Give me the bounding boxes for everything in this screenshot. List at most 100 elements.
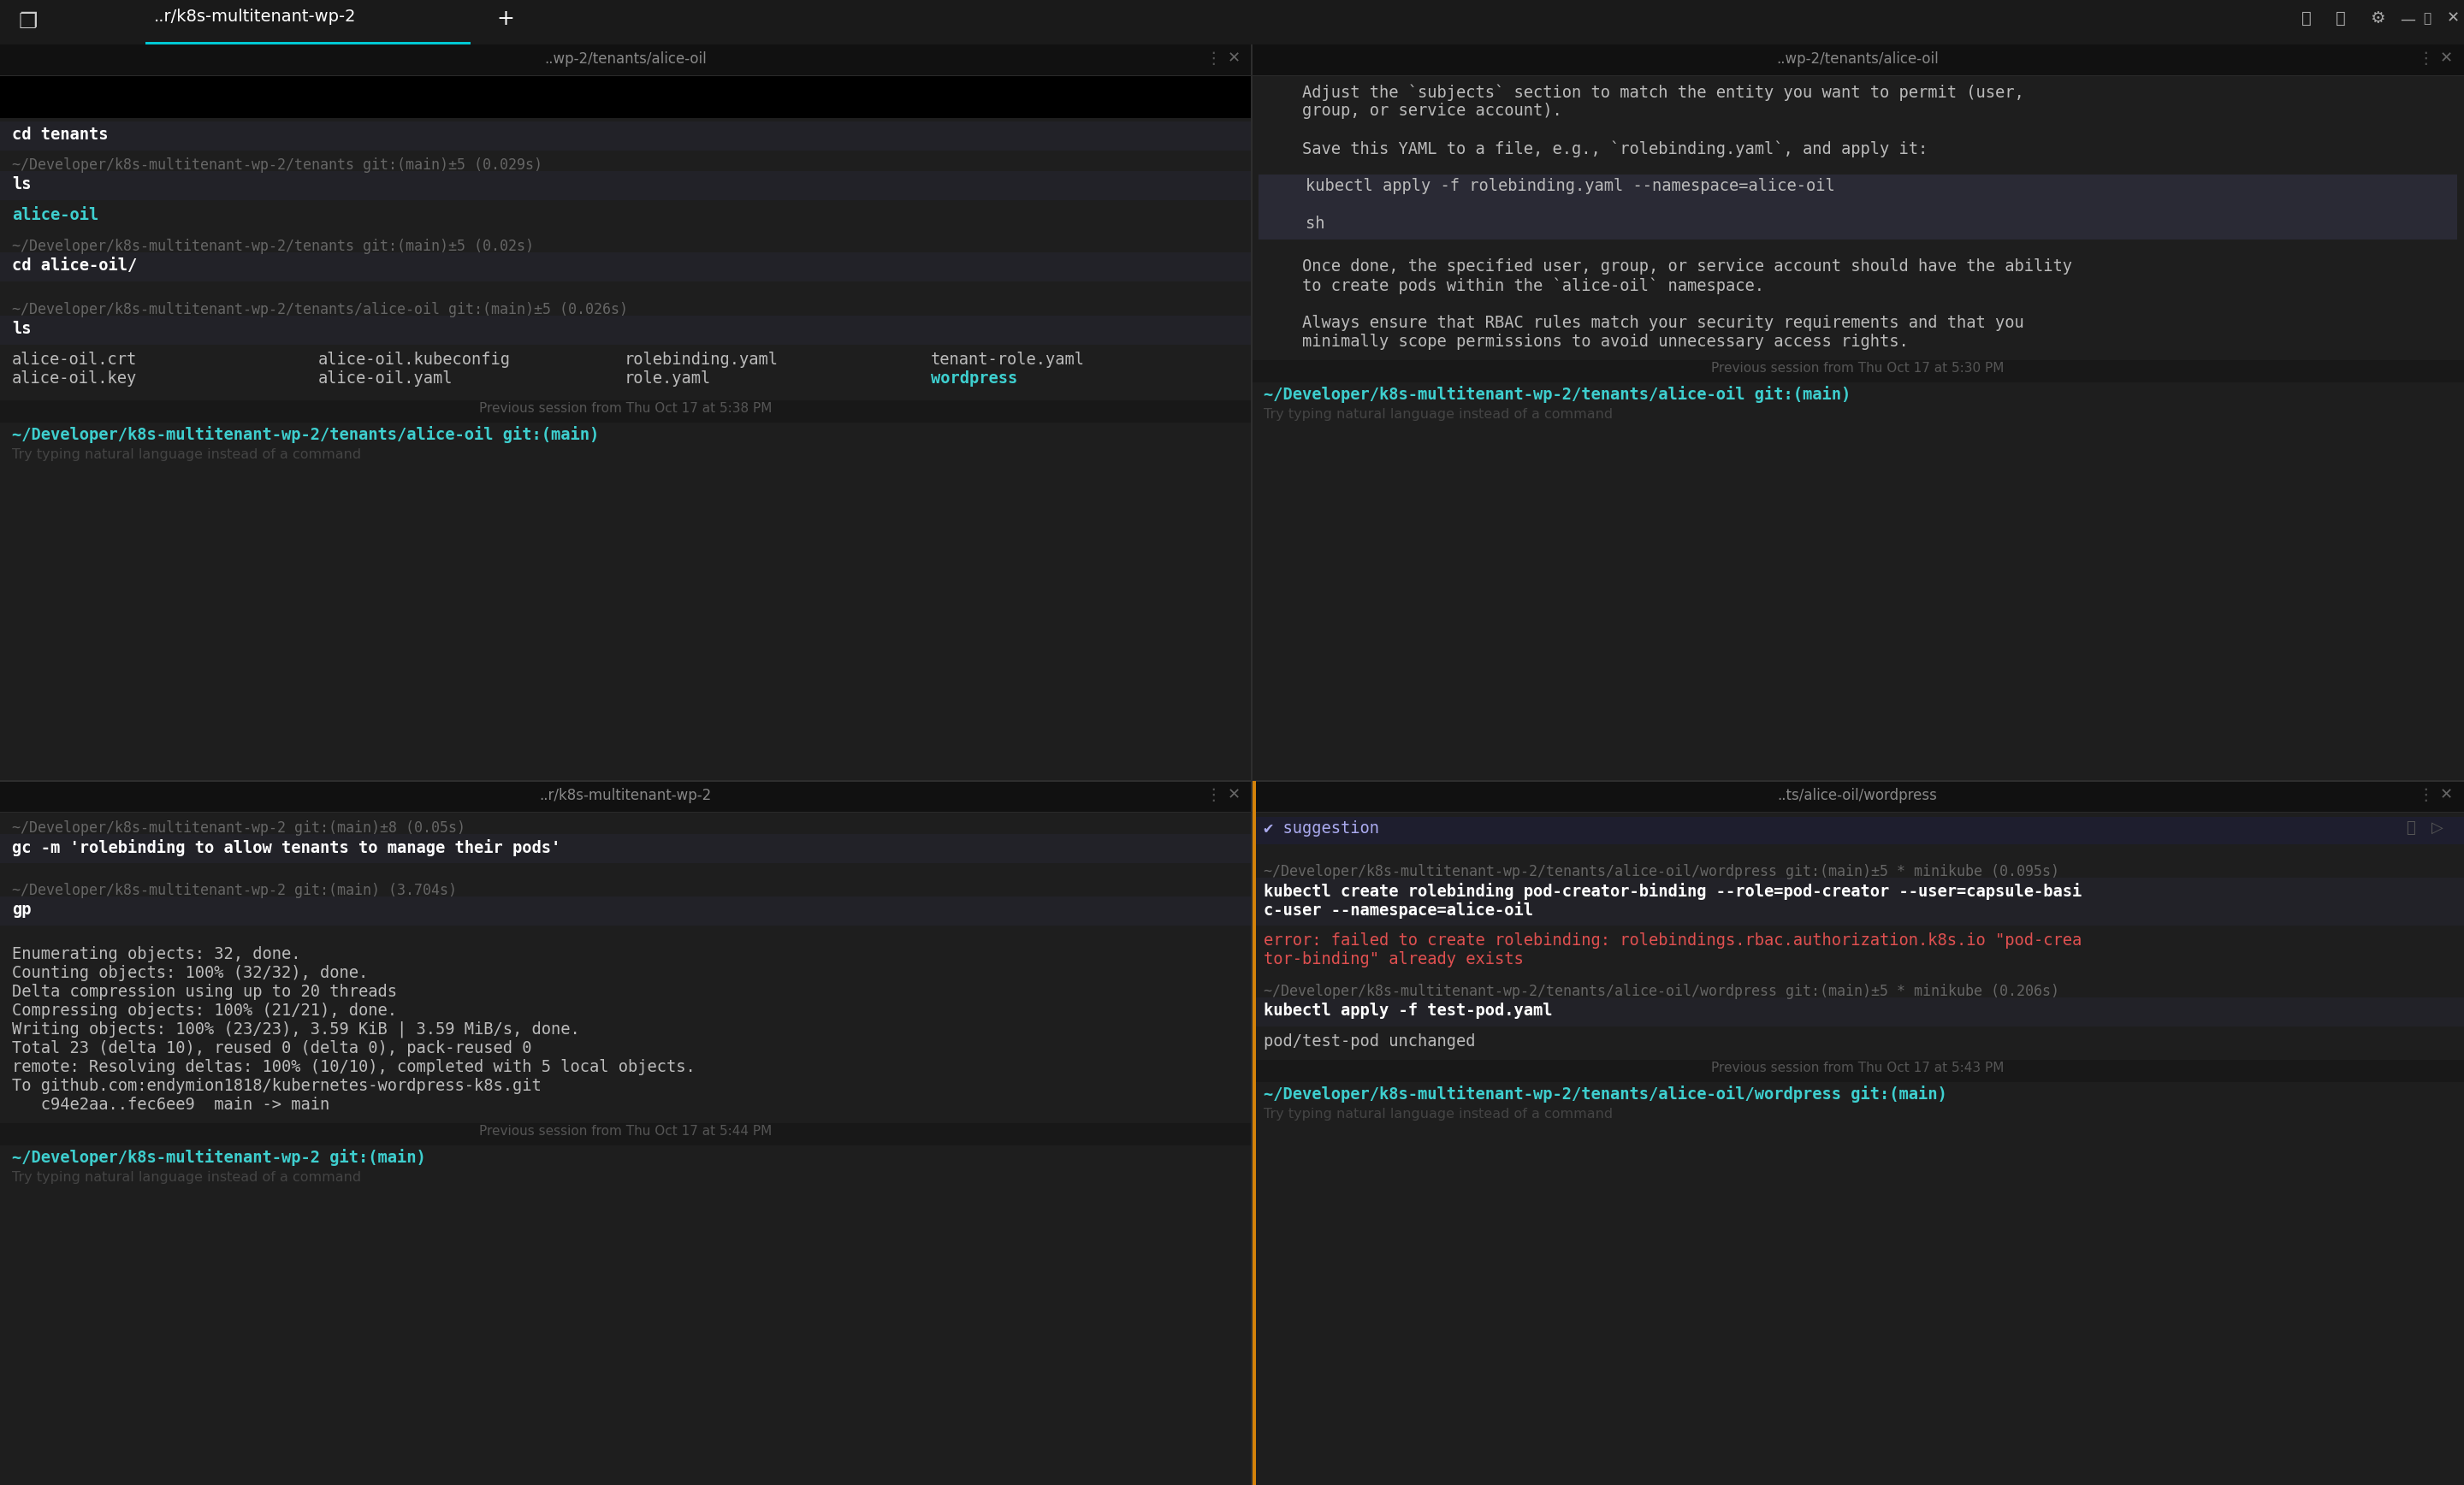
Text: Delta compression using up to 20 threads: Delta compression using up to 20 threads [12,983,397,999]
Text: Try typing natural language instead of a command: Try typing natural language instead of a… [1264,1108,1614,1120]
Text: Counting objects: 100% (32/32), done.: Counting objects: 100% (32/32), done. [12,965,367,982]
Bar [0,76,1252,117]
Bar [0,45,1252,781]
Bar [1252,45,2464,76]
Bar [1259,175,2457,239]
Text: Once done, the specified user, group, or service account should have the ability: Once done, the specified user, group, or… [1264,258,2072,275]
Text: ~/Developer/k8s-multitenant-wp-2/tenants/alice-oil git:(main)±5 (0.026s): ~/Developer/k8s-multitenant-wp-2/tenants… [12,301,628,318]
Text: Save this YAML to a file, e.g., `rolebinding.yaml`, and apply it:: Save this YAML to a file, e.g., `rolebin… [1264,140,1927,157]
Text: Try typing natural language instead of a command: Try typing natural language instead of a… [12,448,362,460]
Text: alice-oil.kubeconfig: alice-oil.kubeconfig [318,352,510,368]
Text: alice-oil.key: alice-oil.key [12,370,138,386]
Text: group, or service account).: group, or service account). [1264,102,1562,119]
Bar [1252,998,2464,1026]
Bar [0,780,2464,781]
Text: +: + [495,9,515,30]
Text: Enumerating objects: 32, done.: Enumerating objects: 32, done. [12,946,301,962]
Text: ▷: ▷ [2432,820,2444,836]
Text: Previous session from Thu Oct 17 at 5:44 PM: Previous session from Thu Oct 17 at 5:44… [478,1124,771,1138]
Bar [0,897,1252,927]
Bar [0,122,1252,150]
Bar [0,781,1252,812]
Text: kubectl apply -f test-pod.yaml: kubectl apply -f test-pod.yaml [1264,1002,1552,1019]
Text: ls: ls [12,321,32,337]
Text: ✕: ✕ [2447,10,2459,25]
Bar [0,252,1252,282]
Text: Total 23 (delta 10), reused 0 (delta 0), pack-reused 0: Total 23 (delta 10), reused 0 (delta 0),… [12,1039,532,1056]
Bar [1252,781,2464,812]
Text: To github.com:endymion1818/kubernetes-wordpress-k8s.git: To github.com:endymion1818/kubernetes-wo… [12,1078,542,1094]
Bar [1252,817,2464,845]
Text: sh: sh [1266,215,1326,232]
Text: c-user --namespace=alice-oil: c-user --namespace=alice-oil [1264,901,1533,919]
Text: ❐: ❐ [20,12,37,33]
Text: Previous session from Thu Oct 17 at 5:43 PM: Previous session from Thu Oct 17 at 5:43… [1710,1062,2003,1074]
Text: ⧉: ⧉ [2405,820,2415,836]
Text: ✕: ✕ [1227,787,1242,802]
Bar [0,0,2464,45]
Text: Always ensure that RBAC rules match your security requirements and that you: Always ensure that RBAC rules match your… [1264,315,2023,331]
Text: Writing objects: 100% (23/23), 3.59 KiB | 3.59 MiB/s, done.: Writing objects: 100% (23/23), 3.59 KiB … [12,1022,579,1038]
Text: ~/Developer/k8s-multitenant-wp-2/tenants/alice-oil git:(main): ~/Developer/k8s-multitenant-wp-2/tenants… [1264,386,1850,402]
Bar [1252,1060,2464,1083]
Text: c94e2aa..fec6ee9  main -> main: c94e2aa..fec6ee9 main -> main [12,1096,330,1112]
Bar [145,42,471,45]
Text: Adjust the `subjects` section to match the entity you want to permit (user,: Adjust the `subjects` section to match t… [1264,83,2023,101]
Text: gp: gp [12,901,32,918]
Text: ~/Developer/k8s-multitenant-wp-2/tenants/alice-oil/wordpress git:(main)±5 * mini: ~/Developer/k8s-multitenant-wp-2/tenants… [1264,983,2060,999]
Text: ✕: ✕ [1227,50,1242,65]
Bar [0,315,1252,345]
Text: ~/Developer/k8s-multitenant-wp-2 git:(main)±8 (0.05s): ~/Developer/k8s-multitenant-wp-2 git:(ma… [12,820,466,836]
Text: alice-oil.crt: alice-oil.crt [12,352,138,368]
Bar [1252,781,1257,1485]
Text: ⚙: ⚙ [2370,10,2385,27]
Text: ~/Developer/k8s-multitenant-wp-2/tenants git:(main)±5 (0.029s): ~/Developer/k8s-multitenant-wp-2/tenants… [12,157,542,172]
Text: ✔ suggestion: ✔ suggestion [1264,820,1380,836]
Text: Try typing natural language instead of a command: Try typing natural language instead of a… [1264,408,1614,420]
Text: ls: ls [12,177,32,193]
Text: ⋮: ⋮ [1205,50,1222,67]
Text: Previous session from Thu Oct 17 at 5:30 PM: Previous session from Thu Oct 17 at 5:30… [1710,362,2003,374]
Text: tor-binding" already exists: tor-binding" already exists [1264,952,1523,968]
Bar [2277,0,2464,45]
Text: kubectl create rolebinding pod-creator-binding --role=pod-creator --user=capsule: kubectl create rolebinding pod-creator-b… [1264,884,2082,900]
Text: tenant-role.yaml: tenant-role.yaml [931,352,1084,368]
Text: remote: Resolving deltas: 100% (10/10), completed with 5 local objects.: remote: Resolving deltas: 100% (10/10), … [12,1059,695,1075]
Text: ~/Developer/k8s-multitenant-wp-2/tenants/alice-oil/wordpress git:(main)±5 * mini: ~/Developer/k8s-multitenant-wp-2/tenants… [1264,864,2060,879]
Text: minimally scope permissions to avoid unnecessary access rights.: minimally scope permissions to avoid unn… [1264,334,1910,350]
Bar [0,835,1252,863]
Text: ~/Developer/k8s-multitenant-wp-2/tenants/alice-oil git:(main): ~/Developer/k8s-multitenant-wp-2/tenants… [12,426,599,443]
Text: Try typing natural language instead of a command: Try typing natural language instead of a… [12,1170,362,1184]
Bar [1252,361,2464,382]
Text: gc -m 'rolebinding to allow tenants to manage their pods': gc -m 'rolebinding to allow tenants to m… [12,839,562,857]
Bar [0,171,1252,200]
Text: 🔍: 🔍 [2301,10,2311,27]
Text: ~/Developer/k8s-multitenant-wp-2 git:(main) (3.704s): ~/Developer/k8s-multitenant-wp-2 git:(ma… [12,884,456,898]
Text: 🔖: 🔖 [2336,10,2346,27]
Bar [0,399,1252,422]
Text: ..wp-2/tenants/alice-oil: ..wp-2/tenants/alice-oil [1777,52,1939,67]
Bar [0,45,1252,76]
Text: error: failed to create rolebinding: rolebindings.rbac.authorization.k8s.io "pod: error: failed to create rolebinding: rol… [1264,933,2082,949]
Text: ..ts/alice-oil/wordpress: ..ts/alice-oil/wordpress [1777,789,1937,803]
Text: pod/test-pod unchanged: pod/test-pod unchanged [1264,1034,1476,1050]
Text: ..r/k8s-multitenant-wp-2: ..r/k8s-multitenant-wp-2 [153,9,357,25]
Text: to create pods within the `alice-oil` namespace.: to create pods within the `alice-oil` na… [1264,278,1764,294]
Text: ✕: ✕ [2439,50,2454,65]
Text: ⋮: ⋮ [2417,50,2434,67]
Bar [0,1123,1252,1145]
Text: alice-oil: alice-oil [12,206,99,223]
Text: rolebinding.yaml: rolebinding.yaml [623,352,779,368]
Text: ✕: ✕ [2439,787,2454,802]
Bar [1252,45,2464,781]
Bar [1252,781,2464,1485]
Text: ⬜: ⬜ [2422,12,2432,25]
Text: ..wp-2/tenants/alice-oil: ..wp-2/tenants/alice-oil [545,52,707,67]
Bar [0,781,1252,1485]
Text: —: — [2400,12,2415,27]
Text: ~/Developer/k8s-multitenant-wp-2 git:(main): ~/Developer/k8s-multitenant-wp-2 git:(ma… [12,1149,426,1166]
Text: wordpress: wordpress [931,370,1018,386]
Text: Compressing objects: 100% (21/21), done.: Compressing objects: 100% (21/21), done. [12,1002,397,1019]
Text: role.yaml: role.yaml [623,370,712,386]
Text: ~/Developer/k8s-multitenant-wp-2/tenants git:(main)±5 (0.02s): ~/Developer/k8s-multitenant-wp-2/tenants… [12,239,535,254]
